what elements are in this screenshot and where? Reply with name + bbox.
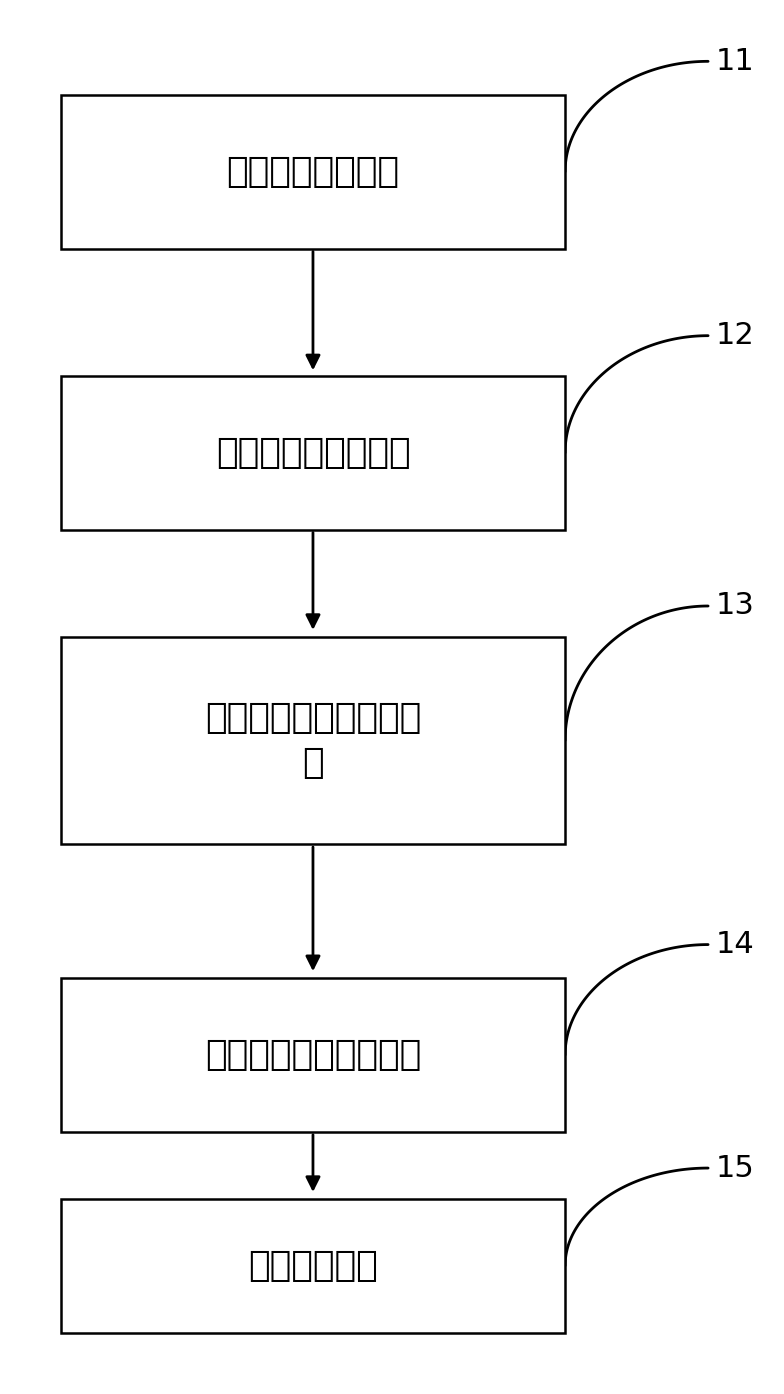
FancyBboxPatch shape bbox=[61, 637, 565, 845]
Text: 13: 13 bbox=[716, 591, 754, 620]
Text: 12: 12 bbox=[716, 321, 754, 350]
Text: 路径的生成和评价模块: 路径的生成和评价模块 bbox=[205, 1039, 421, 1072]
FancyBboxPatch shape bbox=[61, 1199, 565, 1333]
Text: 11: 11 bbox=[716, 47, 754, 75]
Text: 路径输出模块: 路径输出模块 bbox=[248, 1249, 378, 1282]
FancyBboxPatch shape bbox=[61, 979, 565, 1132]
Text: 14: 14 bbox=[716, 930, 754, 959]
FancyBboxPatch shape bbox=[61, 376, 565, 530]
Text: 块: 块 bbox=[302, 746, 324, 779]
Text: 环境模型构建模块: 环境模型构建模块 bbox=[227, 155, 400, 188]
Text: 动态障碍物检测模块: 动态障碍物检测模块 bbox=[216, 436, 410, 470]
FancyBboxPatch shape bbox=[61, 95, 565, 248]
Text: 15: 15 bbox=[716, 1154, 754, 1182]
Text: 动态障碍物影响分析模: 动态障碍物影响分析模 bbox=[205, 701, 421, 736]
